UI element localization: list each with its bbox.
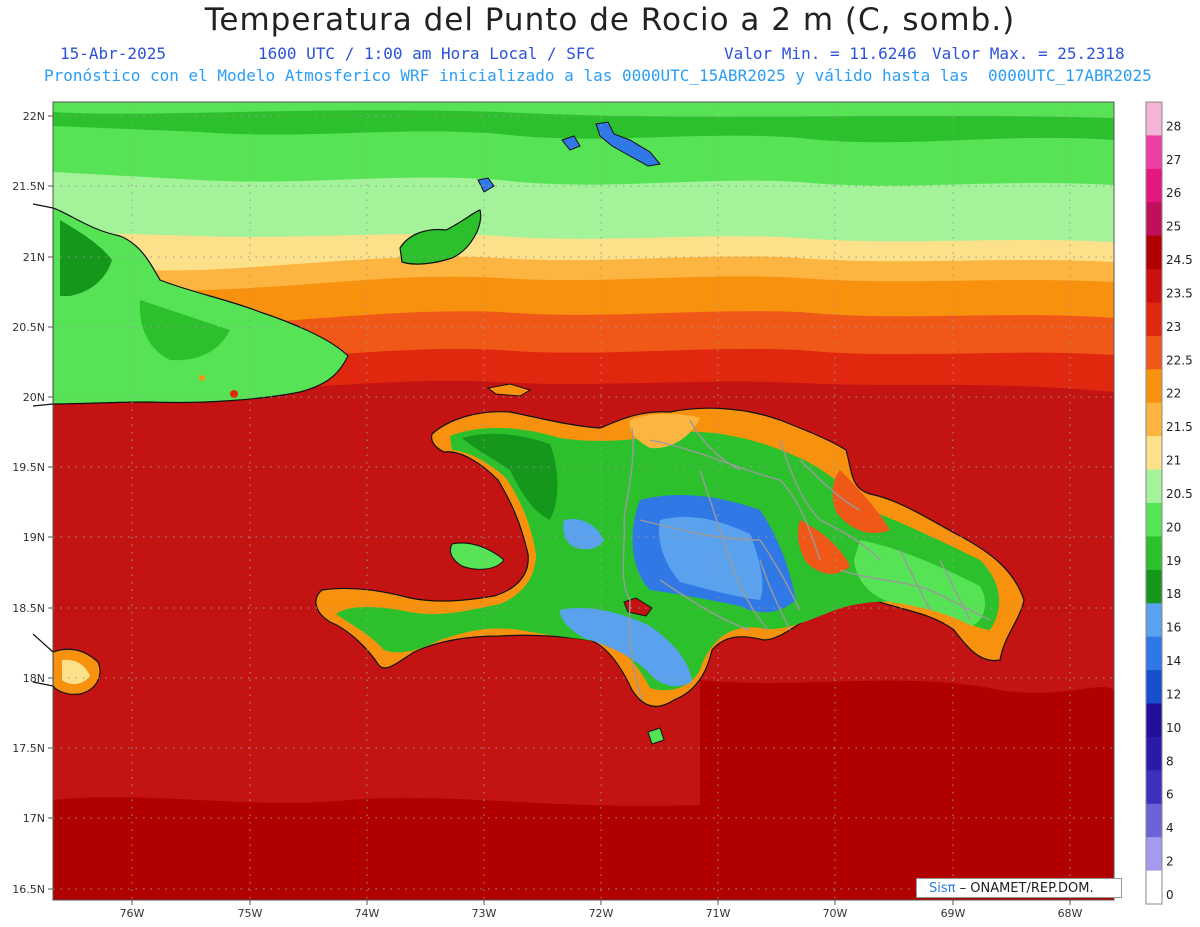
- lat-label-17n: 17N: [23, 812, 45, 825]
- colorbar-label: 10: [1166, 721, 1181, 735]
- lat-label-16-5n: 16.5N: [12, 883, 45, 896]
- date-label: 15-Abr-2025: [60, 44, 166, 63]
- colorbar-label: 28: [1166, 119, 1181, 133]
- colorbar-label: 16: [1166, 621, 1181, 635]
- colorbar-swatch: [1146, 302, 1162, 337]
- lat-label-19-5n: 19.5N: [12, 461, 45, 474]
- colorbar-swatch: [1146, 803, 1162, 838]
- colorbar-label: 18: [1166, 587, 1181, 601]
- lon-label-74w: 74W: [355, 907, 380, 920]
- colorbar-label: 21.5: [1166, 420, 1193, 434]
- colorbar-swatch: [1146, 503, 1162, 537]
- lon-axis: 76W 75W 74W 73W 72W 71W 70W 69W 68W: [120, 900, 1083, 920]
- colorbar-swatch: [1146, 603, 1162, 638]
- colorbar-label: 8: [1166, 754, 1174, 768]
- colorbar-swatch: [1146, 469, 1162, 504]
- colorbar-label: 4: [1166, 821, 1174, 835]
- colorbar-swatch: [1146, 269, 1162, 303]
- colorbar-label: 23.5: [1166, 286, 1193, 300]
- lat-axis: 22N 21.5N 21N 20.5N 20N 19.5N 19N 18.5N …: [12, 110, 53, 896]
- lat-lon-grid: [53, 102, 1114, 900]
- credit-box: Sisπ – ONAMET/REP.DOM.: [916, 878, 1122, 898]
- credit-text: – ONAMET/REP.DOM.: [955, 881, 1094, 896]
- lat-label-18-5n: 18.5N: [12, 602, 45, 615]
- colorbar-label: 20: [1166, 520, 1181, 534]
- lat-label-20-5n: 20.5N: [12, 321, 45, 334]
- colorbar-frame: [1145, 101, 1163, 905]
- colorbar-label: 0: [1166, 888, 1174, 902]
- colorbar-label: 26: [1166, 186, 1181, 200]
- colorbar-swatch: [1146, 402, 1162, 437]
- province-borders: [622, 419, 991, 701]
- lat-label-20n: 20N: [23, 391, 45, 404]
- colorbar-swatch: [1146, 102, 1162, 136]
- colorbar-swatch: [1146, 837, 1162, 872]
- colorbar-swatch: [1146, 870, 1162, 905]
- max-value: Valor Max. = 25.2318: [932, 44, 1125, 63]
- colorbar-swatch: [1146, 235, 1162, 270]
- colorbar-swatch: [1146, 135, 1162, 170]
- lat-label-17-5n: 17.5N: [12, 742, 45, 755]
- min-value: Valor Min. = 11.6246: [724, 44, 917, 63]
- lon-label-76w: 76W: [120, 907, 145, 920]
- colorbar-swatch: [1146, 636, 1162, 671]
- map-title: Temperatura del Punto de Rocio a 2 m (C,…: [204, 2, 1016, 38]
- map-frame: [52, 101, 1115, 901]
- colorbar-label: 21: [1166, 454, 1181, 468]
- colorbar-swatch: [1146, 168, 1162, 203]
- colorbar-label: 24.5: [1166, 253, 1193, 267]
- time-info: 1600 UTC / 1:00 am Hora Local / SFC: [258, 44, 596, 63]
- colorbar-label: 20.5: [1166, 487, 1193, 501]
- lon-label-72w: 72W: [589, 907, 614, 920]
- colorbar-label: 23: [1166, 320, 1181, 334]
- colorbar-swatch: [1146, 369, 1162, 404]
- lon-label-71w: 71W: [706, 907, 731, 920]
- colorbar-label: 27: [1166, 153, 1181, 167]
- lat-label-21-5n: 21.5N: [12, 180, 45, 193]
- colorbar-swatch: [1146, 536, 1162, 571]
- lon-label-68w: 68W: [1058, 907, 1083, 920]
- colorbar-swatch: [1146, 569, 1162, 604]
- model-info: Pronóstico con el Modelo Atmosferico WRF…: [44, 66, 1152, 85]
- sispi-logo: Sisπ: [929, 881, 956, 896]
- map-field: [53, 102, 1114, 900]
- colorbar-label: 25: [1166, 220, 1181, 234]
- colorbar-label: 6: [1166, 788, 1174, 802]
- colorbar-label: 12: [1166, 687, 1181, 701]
- colorbar-swatch: [1146, 670, 1162, 704]
- colorbar: 2827262524.523.52322.52221.52120.5201918…: [1145, 101, 1193, 905]
- lon-label-69w: 69W: [941, 907, 966, 920]
- lon-label-73w: 73W: [472, 907, 497, 920]
- lon-label-75w: 75W: [238, 907, 263, 920]
- colorbar-swatch: [1146, 335, 1162, 370]
- colorbar-label: 22.5: [1166, 353, 1193, 367]
- colorbar-label: 19: [1166, 554, 1181, 568]
- lat-label-22n: 22N: [23, 110, 45, 123]
- lat-label-18n: 18N: [23, 672, 45, 685]
- colorbar-swatch: [1146, 770, 1162, 805]
- colorbar-label: 14: [1166, 654, 1181, 668]
- lat-label-19n: 19N: [23, 531, 45, 544]
- colorbar-swatch: [1146, 436, 1162, 471]
- colorbar-label: 22: [1166, 387, 1181, 401]
- colorbar-swatch: [1146, 703, 1162, 738]
- colorbar-swatch: [1146, 736, 1162, 771]
- lon-label-70w: 70W: [823, 907, 848, 920]
- lat-label-21n: 21N: [23, 251, 45, 264]
- colorbar-label: 2: [1166, 855, 1174, 869]
- colorbar-swatch: [1146, 202, 1162, 237]
